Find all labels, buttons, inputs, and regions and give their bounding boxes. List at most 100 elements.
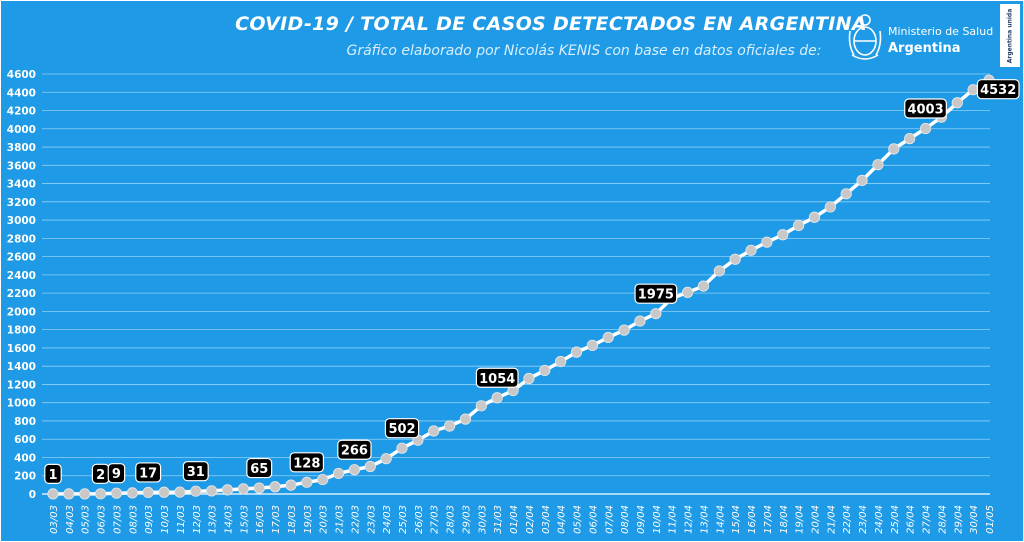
x-tick-label: 22/03 (350, 505, 361, 534)
data-label-box (135, 462, 162, 483)
data-point (459, 413, 472, 425)
x-tick-label: 24/03 (382, 505, 393, 534)
x-tick-label: 12/03 (192, 505, 203, 534)
data-point (555, 355, 567, 368)
data-point (94, 488, 107, 500)
x-tick-label: 19/04 (795, 505, 806, 534)
data-point (491, 392, 503, 404)
data-label-box (182, 461, 209, 482)
y-tick-label: 3800 (7, 142, 36, 154)
y-tick-label: 4200 (7, 106, 36, 118)
ministry-logo: Ministerio de Salud Argentina (846, 11, 996, 67)
data-point (364, 460, 376, 473)
data-label-box (44, 463, 62, 485)
y-tick-label: 3600 (7, 160, 36, 172)
x-tick-label: 11/03 (176, 505, 187, 534)
x-tick-label: 25/03 (398, 505, 409, 534)
data-label: 65 (250, 462, 268, 477)
x-tick-label: 04/03 (65, 505, 76, 534)
chart-subtitle: Gráfico elaborado por Nicolás KENIS con … (346, 43, 822, 59)
x-tick-label: 20/03 (319, 505, 330, 534)
data-point (888, 143, 900, 155)
x-tick-label: 24/04 (874, 505, 885, 534)
data-label-box (634, 283, 678, 304)
data-point (380, 453, 392, 465)
x-tick-label: 20/04 (810, 505, 821, 534)
data-point (777, 229, 789, 241)
x-tick-label: 23/04 (858, 505, 869, 534)
y-tick-label: 400 (14, 452, 36, 464)
data-point (126, 487, 138, 499)
data-point (745, 244, 757, 256)
data-label-box (107, 463, 126, 484)
x-tick-label: 09/04 (636, 505, 647, 534)
data-label: 4003 (907, 103, 943, 118)
data-label-box (976, 79, 1020, 100)
data-point (285, 479, 297, 491)
x-tick-label: 19/03 (303, 505, 314, 534)
x-tick-label: 14/04 (715, 505, 726, 534)
data-point (174, 486, 186, 498)
data-point (951, 97, 963, 109)
x-tick-label: 29/04 (953, 505, 964, 534)
y-tick-label: 1400 (7, 361, 36, 373)
y-tick-label: 2200 (7, 288, 36, 300)
data-point (761, 236, 773, 248)
x-tick-label: 18/03 (287, 505, 298, 534)
data-label: 1975 (638, 288, 674, 303)
x-tick-label: 27/03 (430, 505, 441, 534)
x-tick-label: 07/04 (604, 505, 615, 534)
x-tick-label: 09/03 (144, 505, 155, 534)
data-point (110, 487, 123, 499)
x-tick-label: 16/04 (747, 505, 758, 534)
x-tick-label: 13/03 (208, 505, 219, 534)
x-tick-label: 17/03 (271, 505, 282, 534)
x-tick-label: 16/03 (255, 505, 266, 534)
x-tick-label: 07/03 (112, 505, 123, 534)
x-tick-label: 29/03 (461, 505, 472, 534)
x-tick-label: 13/04 (699, 505, 710, 534)
ministry-name: Ministerio de Salud (888, 25, 994, 38)
x-tick-label: 12/04 (684, 505, 695, 534)
x-tick-label: 15/03 (239, 505, 250, 534)
data-label: 9 (112, 467, 121, 482)
data-label: 266 (341, 444, 368, 459)
x-tick-label: 17/04 (763, 505, 774, 534)
data-label-box (384, 418, 420, 439)
data-point (190, 485, 202, 497)
y-tick-label: 2600 (7, 252, 36, 264)
data-label: 2 (96, 468, 105, 483)
data-point (63, 488, 75, 500)
data-point (206, 485, 218, 497)
coat-of-arms-icon (848, 14, 882, 60)
data-label: 502 (388, 422, 415, 437)
y-tick-label: 0 (29, 489, 36, 501)
chart-title: COVID-19 / TOTAL DE CASOS DETECTADOS EN … (235, 13, 867, 35)
x-tick-label: 30/04 (969, 505, 980, 534)
x-tick-label: 01/04 (509, 505, 520, 534)
data-point (681, 286, 694, 298)
y-tick-label: 1000 (7, 398, 36, 410)
x-tick-label: 06/03 (97, 505, 108, 534)
data-point (428, 425, 440, 437)
y-tick-label: 2000 (7, 306, 36, 318)
y-tick-label: 800 (14, 416, 36, 428)
argentina-unida-badge: Argentina unida (1000, 4, 1020, 67)
data-point (301, 476, 313, 488)
data-point (650, 308, 662, 320)
x-tick-label: 06/04 (588, 505, 599, 534)
x-tick-label: 10/04 (652, 505, 663, 534)
x-tick-label: 05/03 (81, 505, 92, 534)
y-tick-label: 600 (14, 434, 36, 446)
data-label: 31 (187, 465, 205, 480)
data-point (856, 174, 868, 186)
x-tick-label: 26/03 (414, 505, 425, 534)
data-label: 1054 (479, 372, 515, 387)
data-point (793, 219, 805, 232)
data-point (713, 265, 725, 277)
x-tick-label: 22/04 (842, 505, 853, 534)
data-point (729, 253, 741, 265)
data-point (618, 324, 630, 336)
data-point (79, 488, 91, 500)
